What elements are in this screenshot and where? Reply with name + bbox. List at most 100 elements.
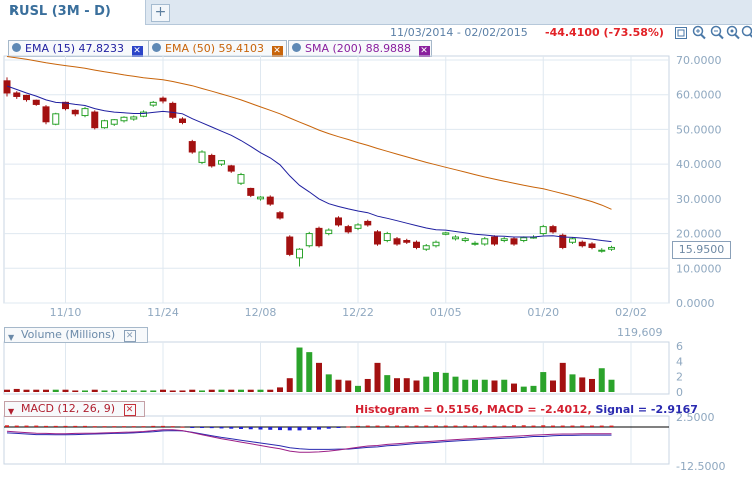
volume-bar bbox=[481, 379, 488, 392]
macd-signal-line bbox=[6, 430, 612, 450]
candle-body bbox=[71, 109, 79, 115]
collapse-triangle-icon[interactable]: ▼ bbox=[8, 333, 15, 342]
macd-histogram-bar bbox=[258, 427, 263, 430]
candle-body bbox=[32, 99, 40, 105]
candle-body bbox=[247, 187, 255, 196]
legend-ema15[interactable]: EMA (15) 47.8233 ✕ bbox=[8, 40, 155, 57]
candle-body bbox=[422, 245, 430, 250]
macd-histogram-bar bbox=[590, 425, 594, 427]
macd-histogram-bar bbox=[44, 425, 48, 427]
macd-panel-title[interactable]: ▼ MACD (12, 26, 9) ✕ bbox=[4, 401, 145, 417]
macd-histogram-bar bbox=[239, 427, 243, 429]
legend-ema15-close-icon[interactable]: ✕ bbox=[131, 46, 143, 57]
candle-body bbox=[91, 111, 99, 129]
candle-body bbox=[588, 243, 596, 248]
candle-body bbox=[481, 238, 489, 245]
zoom-reset-icon[interactable] bbox=[726, 24, 740, 40]
macd-histogram-bar bbox=[336, 427, 341, 428]
volume-bar bbox=[208, 389, 215, 392]
macd-histogram-bar bbox=[317, 427, 321, 430]
candle-body bbox=[500, 238, 508, 242]
candle-body bbox=[188, 141, 196, 153]
macd-histogram-bar bbox=[453, 425, 458, 427]
candle-body bbox=[491, 236, 498, 245]
price-tick-label: 60.0000 bbox=[676, 89, 722, 102]
volume-bar bbox=[511, 383, 517, 392]
candle-body bbox=[198, 151, 206, 163]
macd-histogram-bar bbox=[434, 425, 438, 427]
macd-histogram-bar bbox=[200, 427, 204, 428]
macd-histogram-bar bbox=[248, 427, 253, 430]
candle-body bbox=[296, 248, 303, 259]
add-tab-button[interactable]: + bbox=[151, 4, 170, 22]
price-tick-label: 10.0000 bbox=[676, 262, 722, 275]
volume-bar bbox=[62, 389, 69, 392]
macd-histogram-bar bbox=[180, 426, 185, 428]
tab-rusl[interactable]: RUSL (3M - D) ✕ bbox=[0, 0, 146, 25]
macd-title-label: MACD (12, 26, 9) bbox=[21, 402, 116, 415]
macd-histogram-bar bbox=[609, 425, 614, 427]
volume-bar bbox=[433, 372, 439, 392]
legend-ema50-close-icon[interactable]: ✕ bbox=[271, 46, 283, 57]
time-tick-label: 01/05 bbox=[430, 306, 462, 319]
volume-bar bbox=[218, 389, 225, 392]
macd-histogram-bar bbox=[365, 425, 370, 427]
candle-body bbox=[461, 238, 469, 242]
volume-bar bbox=[238, 389, 244, 392]
macd-histogram-bar bbox=[502, 425, 507, 427]
axis-labels: 70.000060.000050.000040.000030.000020.00… bbox=[50, 54, 726, 473]
legend-ema50-label: EMA (50) 59.4103 bbox=[165, 42, 265, 55]
volume-bar bbox=[559, 362, 566, 392]
volume-close-icon[interactable]: ✕ bbox=[123, 330, 136, 342]
time-tick-label: 11/24 bbox=[147, 306, 179, 319]
volume-bar bbox=[413, 380, 420, 392]
candle-body bbox=[598, 249, 606, 252]
tab-close-icon[interactable]: ✕ bbox=[9, 4, 20, 19]
macd-histogram-bar bbox=[102, 426, 107, 428]
volume-bar bbox=[403, 378, 410, 392]
volume-bar bbox=[335, 379, 342, 392]
candle-body bbox=[257, 196, 264, 200]
volume-bar bbox=[540, 372, 547, 392]
candle-body bbox=[169, 102, 177, 118]
volume-bar bbox=[267, 389, 274, 392]
legend-sma200-label: SMA (200) 88.9888 bbox=[305, 42, 412, 55]
zoom-out-icon[interactable] bbox=[710, 24, 724, 40]
legend-sma200-close-icon[interactable]: ✕ bbox=[418, 46, 430, 57]
macd-histogram-bar bbox=[385, 425, 390, 427]
candle-body bbox=[578, 241, 586, 247]
candle-body bbox=[520, 237, 528, 242]
volume-bar bbox=[579, 377, 586, 392]
fit-icon[interactable] bbox=[674, 24, 688, 40]
candle-body bbox=[325, 229, 333, 235]
volume-bar bbox=[472, 379, 478, 392]
candle-body bbox=[237, 174, 245, 184]
macd-histogram-bar bbox=[190, 427, 195, 428]
volume-bar bbox=[452, 376, 459, 392]
macd-signal-value: Signal = -2.9167 bbox=[595, 403, 698, 416]
collapse-triangle-icon[interactable]: ▼ bbox=[8, 407, 15, 416]
macd-close-icon[interactable]: ✕ bbox=[123, 404, 136, 416]
macd-tick-label: -12.5000 bbox=[676, 460, 725, 473]
volume-bar bbox=[491, 380, 498, 392]
volume-panel-title[interactable]: ▼ Volume (Millions) ✕ bbox=[4, 327, 148, 343]
macd-histogram-value: Histogram = 0.5156 bbox=[355, 403, 479, 416]
macd-histogram-bar bbox=[53, 425, 58, 427]
macd-histogram-bar bbox=[112, 426, 117, 428]
volume-bar bbox=[423, 376, 430, 392]
candle-body bbox=[510, 238, 518, 245]
macd-histogram-bar bbox=[580, 425, 585, 427]
candle-body bbox=[432, 241, 440, 247]
macd-histogram-bar bbox=[395, 425, 399, 427]
volume-bar bbox=[130, 390, 137, 392]
volume-bar bbox=[501, 379, 508, 392]
candle-body bbox=[42, 106, 50, 123]
zoom-in-icon[interactable] bbox=[692, 24, 706, 40]
macd-histogram-bar bbox=[73, 425, 78, 427]
volume-bar bbox=[4, 389, 10, 392]
macd-histogram-bar bbox=[14, 425, 19, 427]
macd-histogram-bar bbox=[424, 425, 429, 427]
macd-histogram-bar bbox=[375, 425, 380, 427]
candle-body bbox=[413, 241, 420, 248]
